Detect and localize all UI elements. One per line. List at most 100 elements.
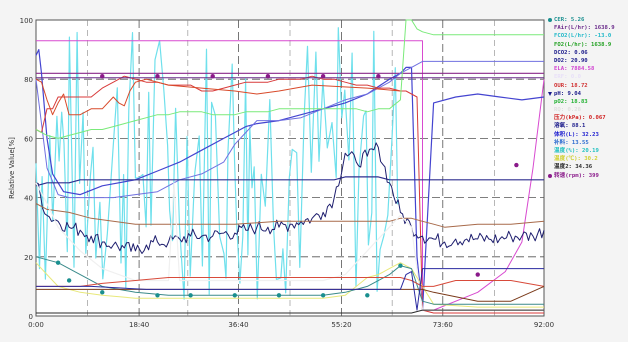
legend-marker-13: [548, 125, 552, 129]
marker-point-0-4: [320, 74, 326, 79]
series-line-1: [36, 40, 545, 311]
legend-item-1: FAir(L/hr): 1638.9: [548, 24, 628, 32]
series-line-4: [35, 60, 544, 199]
legend-label-7: ERF: 0.0: [554, 74, 581, 81]
legend-label-8: OUR: 18.72: [554, 82, 588, 89]
marker-point-0-0: [100, 74, 105, 79]
legend-marker-6: [548, 67, 552, 71]
legend-item-7: ERF: 0.0: [548, 73, 628, 81]
y-axis-label: Relative Value[%]: [8, 137, 16, 199]
legend-item-8: OUR: 18.72: [548, 82, 628, 90]
legend-item-4: DCO2: 0.06: [548, 49, 628, 57]
series-line-8: [35, 142, 545, 254]
series-line-9: [35, 203, 545, 228]
series-group: [35, 19, 545, 314]
legend-item-12: 压力(kPa): 0.067: [548, 114, 628, 122]
marker-point-1-3: [155, 293, 160, 298]
marker-point-0-6: [475, 272, 480, 277]
legend-marker-5: [548, 59, 552, 63]
legend-label-19: 转速(rpm): 399: [554, 172, 599, 179]
legend-marker-19: [548, 173, 552, 178]
legend-label-3: FO2(L/hr): 1638.9: [554, 41, 612, 48]
legend-item-18: 温度2: 34.36: [548, 163, 628, 171]
legend-label-13: 溶氧: 88.1: [554, 123, 586, 130]
marker-point-1-0: [55, 260, 61, 265]
legend-label-9: pH: 9.04: [554, 90, 581, 97]
marker-point-1-6: [276, 293, 282, 298]
series-line-0: [35, 27, 399, 300]
y-tick-label-1: 20: [24, 254, 33, 262]
legend-label-11: RQ: 0.28: [554, 107, 581, 114]
marker-point-0-2: [210, 74, 215, 79]
legend-label-16: 温度(%): 20.19: [554, 148, 599, 154]
y-tick-label-3: 60: [24, 135, 33, 143]
legend-item-13: 溶氧: 88.1: [548, 122, 628, 130]
legend-marker-17: [548, 157, 552, 161]
legend-marker-18: [548, 165, 552, 169]
legend-label-2: FCO2(L/hr): -13.0: [554, 33, 612, 40]
x-tick-label-5: 92:00: [534, 321, 554, 329]
y-tick-label-5: 100: [20, 17, 33, 25]
marker-point-1-2: [100, 290, 105, 295]
marker-point-1-7: [320, 293, 326, 298]
legend-item-16: 温度(%): 20.19: [548, 147, 628, 155]
legend-item-17: 温度(℃): 30.2: [548, 155, 628, 163]
legend-marker-15: [548, 141, 552, 145]
legend: CER: 5.26 FAir(L/hr): 1638.9 FCO2(L/hr): -…: [548, 16, 628, 180]
y-axis-ticks: 0 20 40 60 80 100: [20, 17, 33, 321]
series-line-16: [36, 309, 544, 314]
legend-marker-4: [548, 51, 552, 55]
marker-point-1-1: [66, 278, 72, 283]
marker-point-1-5: [232, 293, 237, 298]
legend-item-2: FCO2(L/hr): -13.0: [548, 32, 628, 40]
legend-marker-9: [548, 91, 552, 96]
series-line-13: [36, 277, 545, 287]
marker-point-0-5: [376, 74, 381, 79]
legend-label-6: ELA: 7884.58: [554, 66, 595, 73]
legend-item-11: RQ: 0.28: [548, 106, 628, 114]
x-tick-label-3: 55:20: [331, 321, 351, 329]
series-line-11: [35, 262, 544, 308]
x-tick-label-1: 18:40: [129, 321, 149, 329]
legend-marker-7: [548, 75, 552, 79]
x-axis-ticks: 0:00 18:40 36:40 55:20 73:60 92:00: [28, 321, 554, 329]
legend-marker-3: [548, 43, 552, 47]
legend-label-0: CER: 5.26: [554, 17, 585, 23]
series-line-6: [35, 19, 544, 139]
x-tick-label-2: 36:40: [228, 321, 248, 329]
marker-point-0-3: [265, 74, 271, 79]
legend-item-5: DO2: 20.90: [548, 57, 628, 65]
legend-marker-11: [548, 108, 552, 112]
y-tick-label-2: 40: [24, 195, 33, 203]
legend-item-14: 体积(L): 32.23: [548, 131, 628, 139]
legend-item-9: pH: 9.04: [548, 90, 628, 98]
legend-item-15: 补料: 13.55: [548, 139, 628, 147]
series-line-12: [35, 256, 544, 305]
legend-item-0: CER: 5.26: [548, 16, 628, 24]
legend-label-10: pO2: 18.83: [554, 98, 588, 105]
marker-point-1-4: [188, 293, 193, 298]
legend-label-12: 压力(kPa): 0.067: [554, 115, 606, 122]
series-line-15: [36, 268, 544, 311]
legend-label-14: 体积(L): 32.23: [554, 131, 599, 138]
legend-item-10: pO2: 18.83: [548, 98, 628, 106]
series-line-7: [35, 176, 544, 187]
legend-label-1: FAir(L/hr): 1638.9: [554, 25, 615, 32]
legend-label-5: DO2: 20.90: [554, 57, 588, 64]
legend-label-4: DCO2: 0.06: [554, 49, 588, 56]
marker-point-2-0: [514, 162, 519, 168]
legend-item-3: FO2(L/hr): 1638.9: [548, 41, 628, 49]
legend-marker-2: [548, 34, 552, 38]
markers-group: [55, 74, 519, 298]
legend-marker-0: [548, 18, 552, 23]
series-line-18: [35, 78, 401, 116]
marker-point-0-1: [155, 74, 160, 79]
legend-item-19: 转速(rpm): 399: [548, 172, 628, 180]
legend-marker-16: [548, 149, 552, 153]
legend-label-17: 温度(℃): 30.2: [554, 156, 598, 163]
legend-marker-10: [548, 100, 552, 104]
x-tick-label-4: 73:60: [433, 321, 453, 329]
legend-label-15: 补料: 13.55: [554, 139, 589, 146]
marker-point-1-9: [398, 263, 403, 268]
